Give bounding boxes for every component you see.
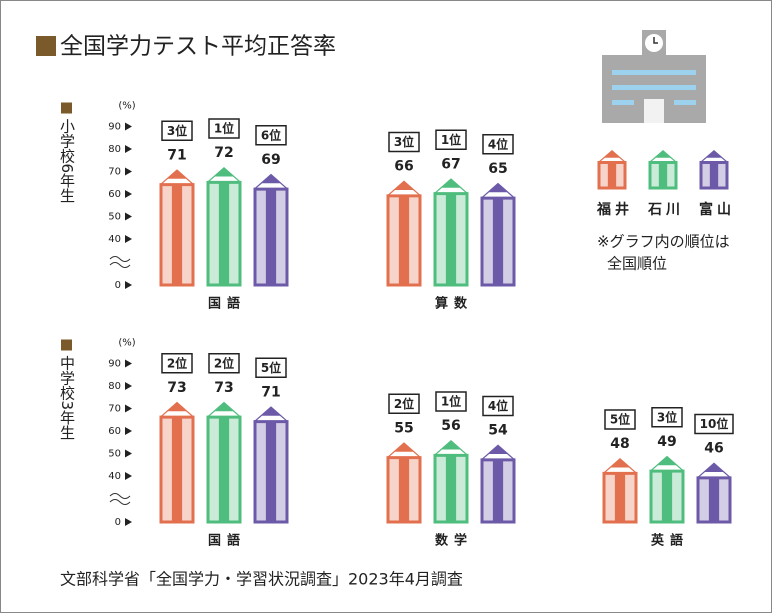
pencil-bar <box>160 402 195 522</box>
infographic: 全国学力テスト平均正答率 ※グラフ内の順位は 全国順位 文部科学省「全国学力・学… <box>0 0 772 613</box>
pencil-core <box>493 198 503 285</box>
rank-label: 3位 <box>167 123 187 138</box>
pencil-core <box>659 162 667 188</box>
title-square <box>36 36 56 56</box>
value-label: 65 <box>488 161 507 177</box>
rank-label: 4位 <box>488 398 508 413</box>
y-tick-label: 70 <box>108 404 121 415</box>
pencil-bar <box>434 178 469 285</box>
y-tick-label: 0 <box>115 280 121 291</box>
pencil-core <box>446 455 456 522</box>
pencil-core <box>266 422 276 522</box>
group-marker <box>61 340 72 351</box>
pencil-core <box>608 162 616 188</box>
pencil-core <box>219 417 229 522</box>
y-tick-label: 60 <box>108 426 121 437</box>
pencil-core <box>399 458 409 522</box>
pencil-core <box>710 162 718 188</box>
pencil-core <box>662 471 672 522</box>
group-marker <box>61 103 72 114</box>
x-tick-label: 国語 <box>208 296 246 312</box>
pencil-bar <box>254 174 289 285</box>
rank-label: 2位 <box>394 396 414 411</box>
rank-label: 5位 <box>610 412 630 427</box>
pencil-core <box>172 417 182 522</box>
pencil-bar <box>387 442 422 522</box>
pencil-core <box>219 182 229 285</box>
value-label: 54 <box>488 423 508 439</box>
x-tick-label: 算数 <box>435 296 473 312</box>
y-tick-label: 80 <box>108 381 121 392</box>
y-tick-label: 50 <box>108 212 121 223</box>
value-label: 73 <box>167 380 186 396</box>
rank-label: 10位 <box>700 416 729 431</box>
value-label: 69 <box>261 152 280 168</box>
value-label: 71 <box>167 147 186 163</box>
y-axis-label: (%) <box>118 338 135 349</box>
value-label: 67 <box>441 156 460 172</box>
note: 全国順位 <box>607 255 667 273</box>
value-label: 49 <box>657 434 676 450</box>
value-label: 46 <box>704 441 723 457</box>
value-label: 48 <box>610 436 629 452</box>
y-tick-label: 70 <box>108 167 121 178</box>
rank-label: 2位 <box>214 355 234 370</box>
pencil-bar <box>160 169 195 285</box>
y-tick-label: 0 <box>115 517 121 528</box>
rank-label: 5位 <box>261 360 281 375</box>
rank-label: 1位 <box>214 121 234 136</box>
pencil-core <box>493 460 503 522</box>
pencil-core <box>709 478 719 522</box>
legend-label: 石川 <box>647 202 684 218</box>
title: 全国学力テスト平均正答率 <box>60 34 336 60</box>
y-tick-label: 40 <box>108 471 121 482</box>
y-tick-label: 90 <box>108 359 121 370</box>
rank-label: 1位 <box>441 132 461 147</box>
y-tick-label: 80 <box>108 144 121 155</box>
value-label: 56 <box>441 418 460 434</box>
rank-label: 4位 <box>488 136 508 151</box>
source: 文部科学省「全国学力・学習状況調査」2023年4月調査 <box>60 570 463 589</box>
rank-label: 2位 <box>167 355 187 370</box>
group-label: 小学校6年生 <box>58 119 76 204</box>
pencil-core <box>172 185 182 285</box>
y-tick-label: 50 <box>108 449 121 460</box>
pencil-bar <box>434 440 469 522</box>
rank-label: 1位 <box>441 394 461 409</box>
pencil-core <box>399 196 409 285</box>
pencil-bar <box>254 406 289 522</box>
value-label: 71 <box>261 384 280 400</box>
rank-label: 6位 <box>261 127 281 142</box>
pencil-core <box>615 473 625 522</box>
group-label: 中学校3年生 <box>58 356 76 441</box>
x-tick-label: 国語 <box>208 533 246 549</box>
x-tick-label: 英語 <box>650 533 689 549</box>
legend-label: 福井 <box>596 201 633 218</box>
pencil-core <box>266 189 276 285</box>
pencil-bar <box>387 181 422 286</box>
pencil-core <box>446 194 456 285</box>
note: ※グラフ内の順位は <box>597 233 730 251</box>
value-label: 66 <box>394 159 413 175</box>
legend-label: 富山 <box>699 201 735 218</box>
value-label: 72 <box>214 145 233 161</box>
y-axis-label: (%) <box>118 101 135 112</box>
value-label: 73 <box>214 380 233 396</box>
y-tick-label: 40 <box>108 234 121 245</box>
pencil-bar <box>207 402 242 522</box>
rank-label: 3位 <box>657 409 677 424</box>
pencil-bar <box>207 167 242 285</box>
pencil-bar <box>481 183 516 285</box>
y-tick-label: 90 <box>108 122 121 133</box>
y-tick-label: 60 <box>108 189 121 200</box>
pencil-bar <box>481 445 516 523</box>
value-label: 55 <box>394 420 413 436</box>
x-tick-label: 数学 <box>435 533 473 549</box>
rank-label: 3位 <box>394 134 414 149</box>
